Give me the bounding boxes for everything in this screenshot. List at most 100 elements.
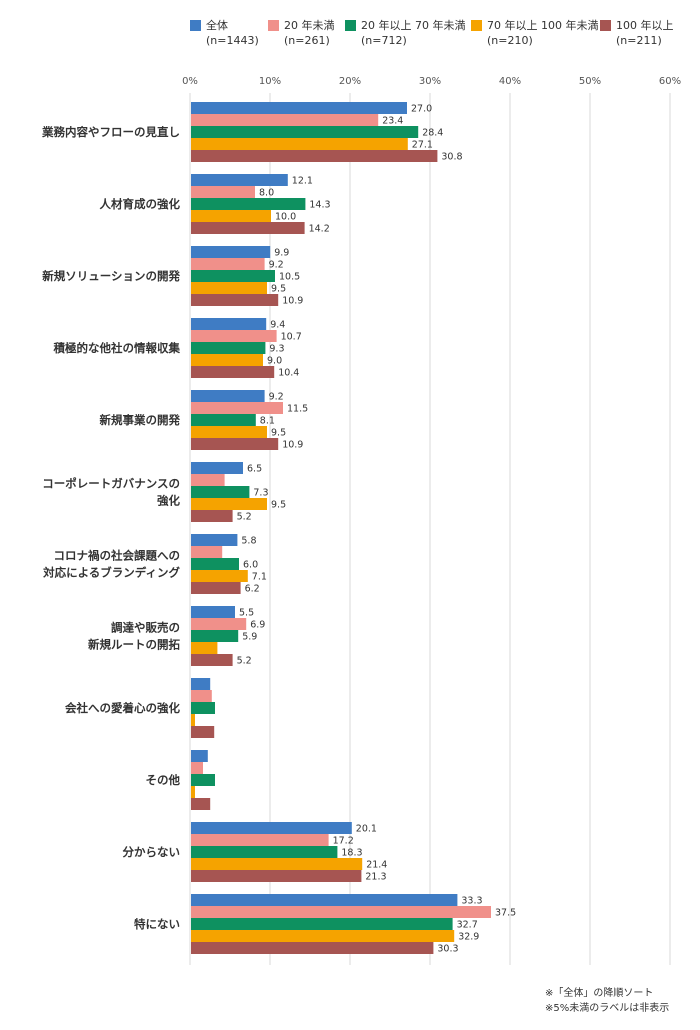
data-label: 11.5 (287, 404, 308, 415)
bar (191, 702, 215, 714)
data-label: 27.1 (412, 140, 433, 151)
note-sort: ※「全体」の降順ソート (545, 988, 654, 999)
data-label: 9.3 (269, 344, 284, 355)
bar (191, 822, 352, 834)
x-tick-label: 50% (579, 76, 601, 87)
legend-sample-size: (n=210) (487, 34, 533, 47)
data-label: 6.0 (243, 560, 258, 571)
bar (191, 690, 212, 702)
data-label: 7.3 (253, 488, 268, 499)
bar (191, 654, 233, 666)
category-label: 会社への愛着心の強化 (64, 701, 180, 715)
data-label: 30.8 (441, 152, 462, 163)
category-label: コロナ禍の社会課題への (54, 549, 181, 563)
x-tick-label: 20% (339, 76, 361, 87)
data-label: 32.7 (457, 920, 478, 931)
bar (191, 222, 305, 234)
x-tick-label: 30% (419, 76, 441, 87)
bar (191, 918, 453, 930)
bar (191, 138, 408, 150)
bar (191, 858, 363, 870)
bar (191, 630, 239, 642)
bar (191, 510, 233, 522)
bar (191, 546, 223, 558)
bar (191, 258, 265, 270)
legend-swatch (268, 20, 279, 31)
data-label: 9.5 (271, 500, 286, 511)
legend-label: 全体 (206, 19, 228, 32)
bar (191, 474, 225, 486)
bar (191, 390, 265, 402)
legend-label: 20 年以上 70 年未満 (361, 19, 466, 32)
data-label: 9.4 (270, 320, 285, 331)
data-label: 17.2 (333, 836, 354, 847)
bar (191, 210, 271, 222)
legend-sample-size: (n=712) (361, 34, 407, 47)
bar (191, 318, 267, 330)
data-label: 10.9 (282, 296, 303, 307)
bar (191, 714, 195, 726)
bar (191, 174, 288, 186)
bar (191, 834, 329, 846)
bar (191, 558, 239, 570)
category-label: 人材育成の強化 (100, 197, 181, 211)
bar (191, 438, 279, 450)
legend-sample-size: (n=1443) (206, 34, 259, 47)
data-label: 9.5 (271, 284, 286, 295)
legend-sample-size: (n=211) (616, 34, 662, 47)
bar (191, 846, 338, 858)
data-label: 21.4 (366, 860, 387, 871)
data-label: 9.2 (269, 260, 284, 271)
category-label: 新規事業の開発 (100, 413, 181, 427)
data-label: 6.9 (250, 620, 265, 631)
category-label: 調達や販売の (111, 621, 180, 635)
data-label: 9.5 (271, 428, 286, 439)
category-label: 特にない (134, 917, 180, 931)
bar (191, 906, 491, 918)
data-label: 8.0 (259, 188, 274, 199)
category-label: 強化 (157, 494, 180, 508)
x-tick-label: 40% (499, 76, 521, 87)
category-label: 分からない (123, 845, 181, 859)
bar (191, 462, 243, 474)
category-label: その他 (146, 773, 181, 787)
bar (191, 102, 407, 114)
x-tick-label: 10% (259, 76, 281, 87)
legend-label: 70 年以上 100 年未満 (487, 19, 599, 32)
data-label: 6.5 (247, 464, 262, 475)
bar (191, 870, 362, 882)
bar (191, 150, 438, 162)
data-label: 32.9 (458, 932, 479, 943)
data-label: 9.0 (267, 356, 282, 367)
bar (191, 294, 279, 306)
x-tick-label: 0% (182, 76, 198, 87)
bar (191, 246, 271, 258)
data-label: 23.4 (382, 116, 403, 127)
data-label: 10.4 (278, 368, 299, 379)
bar (191, 186, 255, 198)
data-label: 14.3 (309, 200, 330, 211)
x-tick-label: 60% (659, 76, 681, 87)
category-label: 積極的な他社の情報収集 (53, 341, 181, 355)
bar (191, 582, 241, 594)
bar (191, 750, 208, 762)
data-label: 9.9 (274, 248, 289, 259)
data-label: 21.3 (365, 872, 386, 883)
data-label: 10.9 (282, 440, 303, 451)
bar (191, 330, 277, 342)
data-label: 10.7 (281, 332, 302, 343)
bar (191, 486, 250, 498)
legend-swatch (471, 20, 482, 31)
bar (191, 114, 379, 126)
data-label: 37.5 (495, 908, 516, 919)
data-label: 5.5 (239, 608, 254, 619)
bar (191, 942, 434, 954)
bar (191, 366, 275, 378)
bar (191, 774, 215, 786)
data-label: 5.2 (237, 512, 252, 523)
bar (191, 534, 238, 546)
data-label: 5.9 (242, 632, 257, 643)
bar (191, 678, 211, 690)
